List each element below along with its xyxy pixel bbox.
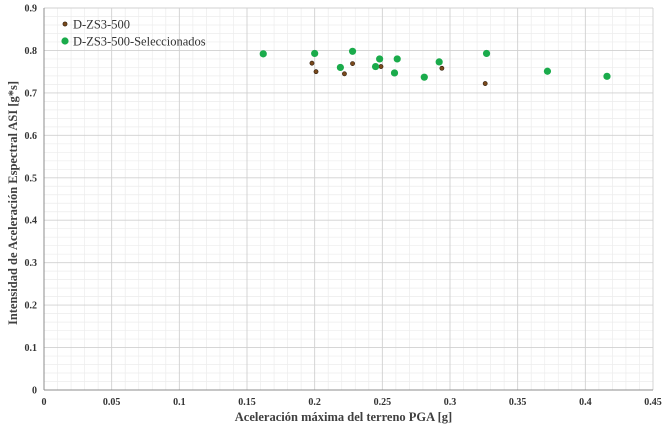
y-tick-label: 0.6 bbox=[25, 131, 38, 142]
point-d-zs3-500 bbox=[342, 71, 347, 77]
y-tick-labels: 0 0.1 0.2 0.3 0.4 0.5 0.6 0.7 0.8 0.9 bbox=[25, 4, 38, 397]
x-tick-label: 0.45 bbox=[644, 397, 662, 408]
legend: D-ZS3-500 D-ZS3-500-Seleccionados bbox=[61, 18, 206, 49]
point-d-zs3-500 bbox=[309, 60, 315, 66]
point-seleccionados bbox=[390, 69, 399, 77]
major-gridlines bbox=[44, 7, 654, 390]
point-d-zs3-500 bbox=[378, 64, 384, 69]
x-tick-label: 0.25 bbox=[374, 397, 392, 408]
x-tick-label: 0.2 bbox=[308, 397, 321, 408]
data-points bbox=[259, 47, 611, 86]
point-seleccionados bbox=[482, 49, 491, 58]
legend-marker-d-zs3-500 bbox=[62, 21, 68, 27]
x-tick-label: 0.4 bbox=[579, 397, 592, 408]
point-d-zs3-500 bbox=[313, 69, 319, 75]
y-tick-label: 0.2 bbox=[25, 301, 38, 312]
axes bbox=[43, 8, 653, 391]
point-seleccionados bbox=[603, 72, 611, 80]
point-seleccionados bbox=[311, 49, 319, 58]
point-seleccionados bbox=[420, 73, 428, 81]
x-tick-label: 0.3 bbox=[444, 397, 457, 408]
x-tick-label: 0 bbox=[42, 397, 47, 408]
point-seleccionados bbox=[543, 67, 552, 75]
point-seleccionados bbox=[371, 62, 380, 71]
y-tick-label: 0.7 bbox=[25, 88, 38, 99]
point-seleccionados bbox=[259, 50, 267, 58]
y-axis-title: Intensidad de Aceleración Espectral ASI … bbox=[6, 81, 20, 325]
y-tick-label: 0.5 bbox=[25, 173, 38, 184]
point-d-zs3-500 bbox=[439, 65, 445, 71]
x-tick-label: 0.1 bbox=[173, 397, 186, 408]
legend-marker-seleccionados bbox=[61, 37, 69, 45]
point-seleccionados bbox=[435, 58, 443, 66]
x-tick-label: 0.15 bbox=[238, 397, 256, 408]
y-tick-label: 0.4 bbox=[25, 216, 38, 227]
x-axis-title: Aceleración máxima del terreno PGA [g] bbox=[235, 410, 452, 424]
y-tick-label: 0 bbox=[32, 386, 37, 397]
y-tick-label: 0.8 bbox=[25, 46, 38, 57]
point-seleccionados bbox=[336, 63, 344, 72]
y-tick-label: 0.1 bbox=[25, 343, 38, 354]
legend-label: D-ZS3-500-Seleccionados bbox=[73, 35, 206, 49]
x-tick-label: 0.05 bbox=[103, 397, 121, 408]
legend-label: D-ZS3-500 bbox=[73, 18, 130, 32]
x-tick-labels: 0 0.05 0.1 0.15 0.2 0.25 0.3 0.35 0.4 0.45 bbox=[42, 397, 662, 408]
y-tick-label: 0.9 bbox=[25, 4, 38, 15]
point-seleccionados bbox=[376, 55, 384, 63]
point-d-zs3-500 bbox=[350, 61, 355, 67]
point-seleccionados bbox=[348, 47, 357, 55]
y-tick-label: 0.3 bbox=[25, 258, 38, 269]
point-seleccionados bbox=[393, 55, 401, 63]
point-d-zs3-500 bbox=[482, 81, 488, 86]
minor-gridlines bbox=[44, 8, 653, 390]
x-tick-label: 0.35 bbox=[509, 397, 527, 408]
